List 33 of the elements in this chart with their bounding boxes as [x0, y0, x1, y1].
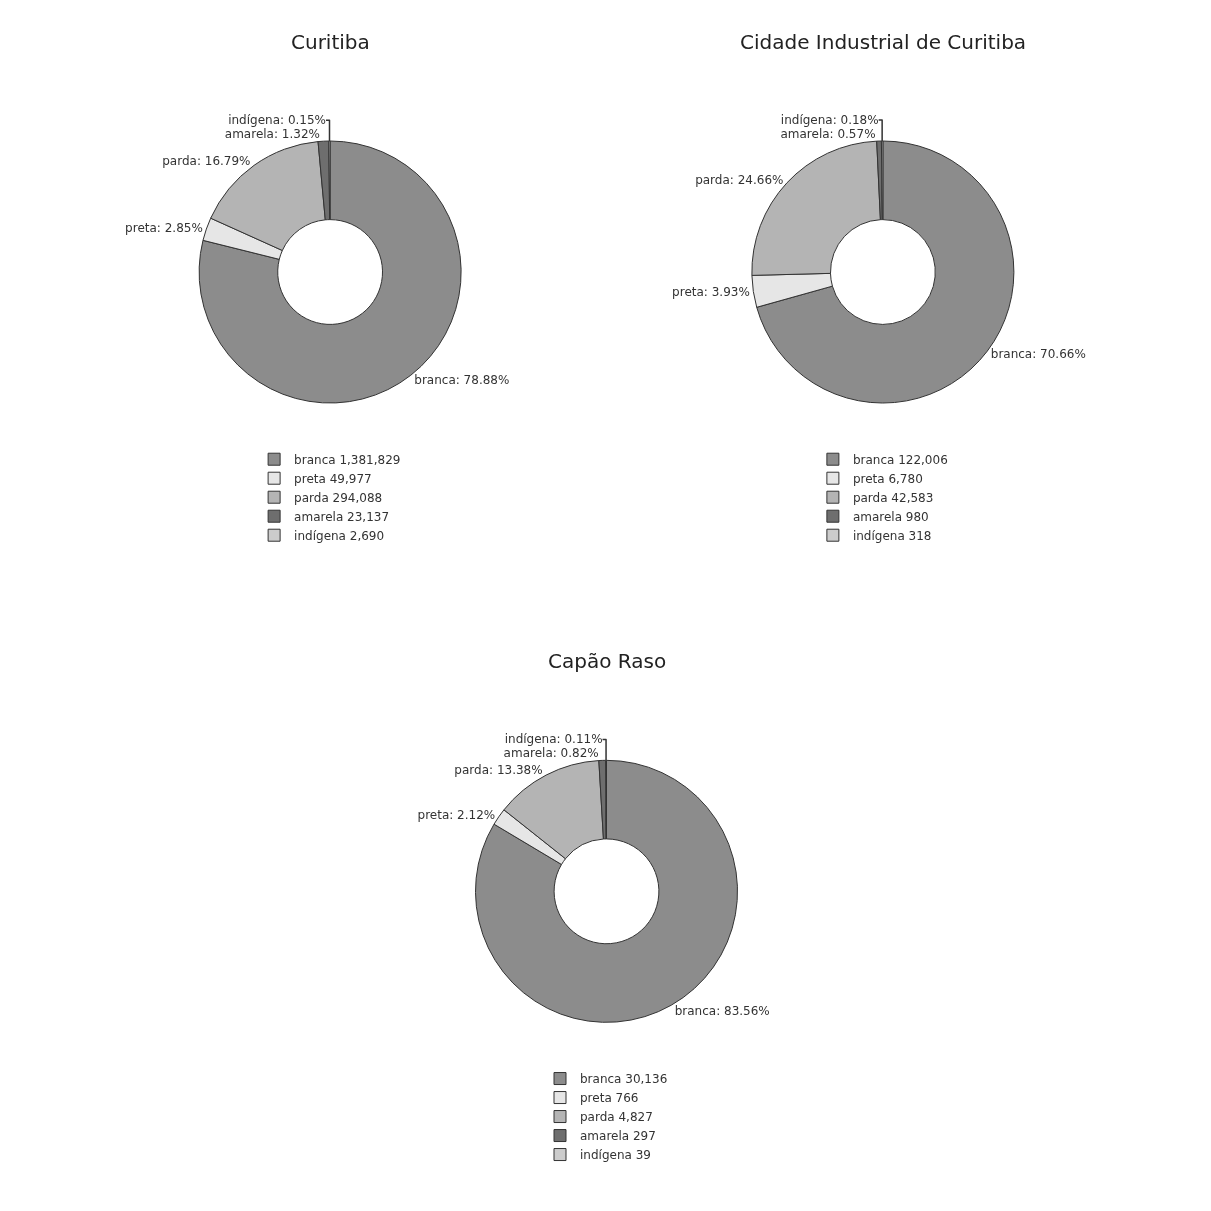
- legend-label: amarela 297: [580, 1129, 656, 1144]
- legend-label: branca 122,006: [852, 452, 948, 467]
- legend-label: preta 6,780: [852, 471, 923, 486]
- data-label: parda: 16.79%: [162, 153, 251, 168]
- legend-label: parda 294,088: [294, 490, 383, 505]
- data-label: preta: 2.85%: [125, 221, 203, 236]
- legend-label: branca 1,381,829: [294, 452, 401, 467]
- data-label: indígena: 0.18%: [780, 113, 879, 128]
- data-label: branca: 83.56%: [674, 1003, 770, 1018]
- legend-label: preta 766: [580, 1091, 639, 1106]
- data-label: branca: 78.88%: [414, 372, 510, 387]
- chart-title: Curitiba: [291, 30, 370, 54]
- data-label: amarela: 0.57%: [780, 127, 876, 142]
- data-label: preta: 3.93%: [672, 284, 750, 299]
- legend-label: parda 42,583: [852, 490, 934, 505]
- legend-label: branca 30,136: [580, 1072, 668, 1087]
- chart-title: Cidade Industrial de Curitiba: [740, 30, 1027, 54]
- legend-label: indígena 39: [580, 1148, 651, 1163]
- legend-label: preta 49,977: [294, 471, 372, 486]
- data-label: amarela: 0.82%: [503, 746, 599, 761]
- data-label: branca: 70.66%: [990, 346, 1086, 361]
- legend-label: amarela 23,137: [294, 509, 390, 524]
- legend-label: indígena 2,690: [294, 528, 385, 543]
- legend-label: indígena 318: [852, 528, 932, 543]
- data-label: parda: 24.66%: [695, 172, 784, 187]
- data-label: amarela: 1.32%: [224, 127, 320, 142]
- legend-label: parda 4,827: [580, 1110, 653, 1125]
- chart-title: Capão Raso: [548, 649, 667, 673]
- data-label: indígena: 0.15%: [228, 113, 326, 128]
- data-label: preta: 2.12%: [417, 807, 496, 822]
- data-label: parda: 13.38%: [454, 762, 543, 777]
- data-label: indígena: 0.11%: [504, 732, 603, 747]
- legend-label: amarela 980: [852, 509, 929, 524]
